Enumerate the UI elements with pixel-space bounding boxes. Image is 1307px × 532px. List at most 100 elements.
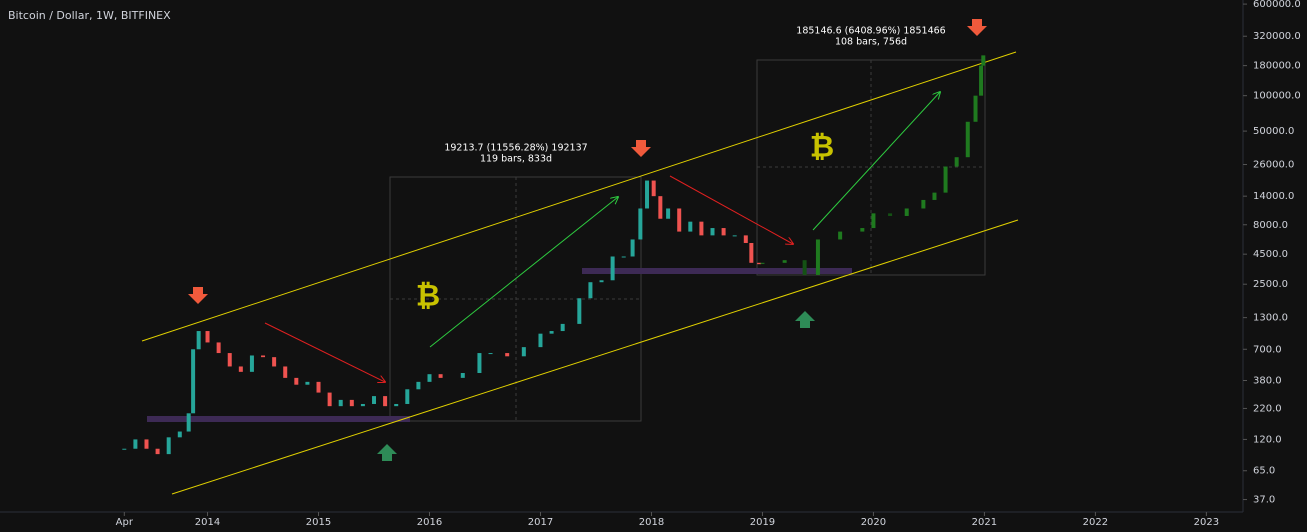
candle <box>438 374 443 378</box>
candle <box>549 331 554 334</box>
trend-arrow <box>669 175 793 244</box>
y-tick-label: 320000.0 <box>1253 31 1301 42</box>
candle <box>802 260 807 275</box>
y-tick-label: 180000.0 <box>1253 61 1301 72</box>
candle <box>249 355 254 372</box>
x-tick-label: 2023 <box>1194 517 1219 528</box>
candle <box>505 353 510 357</box>
candle <box>954 157 959 167</box>
candle <box>305 381 310 385</box>
candle <box>621 256 626 258</box>
x-tick-label: 2017 <box>528 517 553 528</box>
y-tick-label: 26000.0 <box>1253 160 1294 171</box>
channel-line <box>171 219 1019 495</box>
candle <box>186 413 191 432</box>
candle <box>477 353 482 374</box>
chart-title: Bitcoin / Dollar, 1W, BITFINEX <box>8 9 171 22</box>
candle <box>460 373 465 378</box>
candle <box>710 228 715 236</box>
y-tick-label: 37.0 <box>1253 495 1275 506</box>
measure-label: 19213.7 (11556.28%) 192137 <box>444 143 587 154</box>
y-tick-label: 380.0 <box>1253 375 1282 386</box>
candle <box>327 392 332 407</box>
y-tick-label: 8000.0 <box>1253 220 1288 231</box>
sell-arrow <box>631 140 651 157</box>
candle <box>294 377 299 385</box>
candle <box>943 166 948 193</box>
candle <box>638 208 643 240</box>
measure-label: 119 bars, 833d <box>480 154 552 165</box>
candle <box>394 403 399 407</box>
candle <box>651 180 656 197</box>
candle <box>383 396 388 407</box>
trend-arrow <box>812 92 940 231</box>
x-tick-label: 2019 <box>750 517 775 528</box>
x-tick-label: 2018 <box>639 517 664 528</box>
candle <box>166 437 171 455</box>
candle <box>860 228 865 232</box>
y-tick-label: 220.0 <box>1253 403 1282 414</box>
candle <box>743 235 748 243</box>
candle <box>122 448 127 450</box>
x-tick-label: 2014 <box>195 517 220 528</box>
candle <box>932 192 937 200</box>
candle <box>205 331 210 343</box>
candle <box>782 260 787 263</box>
buy-arrow <box>377 444 397 461</box>
x-tick-label: Apr <box>116 517 134 528</box>
channel-line <box>141 51 1017 342</box>
y-tick-label: 2500.0 <box>1253 279 1288 290</box>
candle <box>216 342 221 354</box>
y-tick-label: 4500.0 <box>1253 249 1288 260</box>
candle <box>238 366 243 372</box>
trend-arrow <box>429 197 618 348</box>
y-tick-label: 65.0 <box>1253 466 1275 477</box>
x-tick-label: 2022 <box>1083 517 1108 528</box>
candle <box>272 357 277 367</box>
candle <box>965 121 970 158</box>
sell-arrow <box>188 287 208 304</box>
y-tick-label: 100000.0 <box>1253 91 1301 102</box>
candle <box>979 65 984 96</box>
candle <box>688 221 693 232</box>
candle <box>658 196 663 219</box>
measure-label: 108 bars, 756d <box>835 37 907 48</box>
candle <box>757 262 762 265</box>
candle <box>630 239 635 257</box>
y-tick-label: 1300.0 <box>1253 313 1288 324</box>
candle <box>372 396 377 404</box>
candle <box>427 374 432 382</box>
candle <box>904 208 909 216</box>
candle <box>838 231 843 240</box>
candle <box>699 221 704 236</box>
candle <box>538 333 543 348</box>
x-tick-label: 2021 <box>972 517 997 528</box>
candle <box>677 208 682 232</box>
trend-arrow <box>264 322 385 382</box>
candle <box>645 180 650 209</box>
candle <box>416 381 421 390</box>
candle <box>577 298 582 324</box>
candle <box>261 355 266 358</box>
candle <box>405 389 410 404</box>
candle <box>973 95 978 122</box>
y-tick-label: 120.0 <box>1253 434 1282 445</box>
candle <box>721 228 726 236</box>
candle <box>196 331 201 350</box>
measure-label: 185146.6 (6408.96%) 1851466 <box>796 26 945 37</box>
bitcoin-symbol: ₿ <box>810 130 834 165</box>
x-tick-label: 2015 <box>306 517 331 528</box>
support-zone <box>582 268 852 274</box>
candle <box>815 239 820 275</box>
candle <box>760 262 765 264</box>
candle <box>749 242 754 263</box>
y-tick-label: 14000.0 <box>1253 191 1294 202</box>
candle <box>521 347 526 357</box>
candle <box>888 213 893 216</box>
candle <box>191 349 196 414</box>
candle <box>560 323 565 332</box>
candle <box>144 439 149 449</box>
candle <box>338 399 343 407</box>
candle <box>666 208 671 219</box>
